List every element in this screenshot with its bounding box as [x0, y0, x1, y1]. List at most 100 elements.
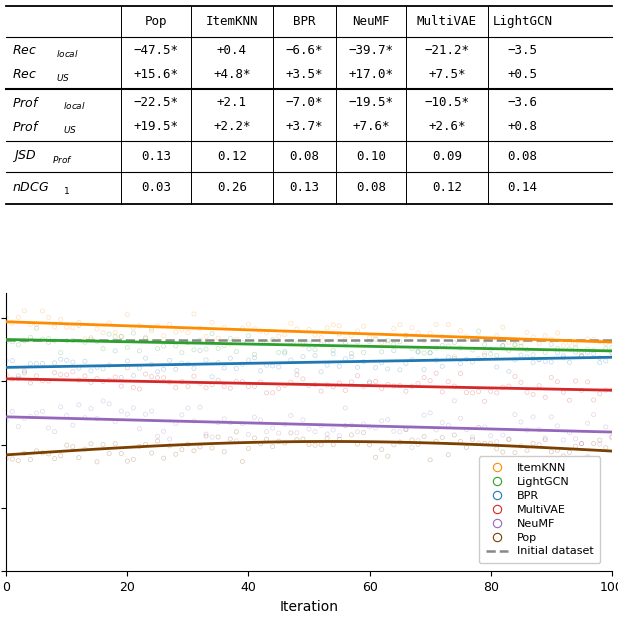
Point [92, 413, 102, 423]
Point [129, 323, 138, 333]
Point [419, 431, 429, 441]
Point [347, 430, 357, 440]
Point [528, 438, 538, 448]
Point [1, 416, 11, 426]
Point [304, 381, 314, 391]
Point [237, 323, 247, 333]
Point [607, 342, 617, 352]
Point [504, 366, 514, 376]
Point [68, 323, 78, 333]
Point [243, 382, 253, 392]
Point [455, 413, 465, 423]
Point [583, 334, 593, 344]
Point [195, 402, 205, 412]
Point [298, 352, 308, 362]
Point [365, 440, 375, 450]
Point [401, 359, 411, 369]
Point [250, 349, 260, 359]
Point [56, 369, 66, 379]
Point [104, 375, 114, 385]
Text: +17.0*: +17.0* [349, 68, 394, 81]
Point [480, 350, 489, 360]
Point [371, 330, 381, 340]
Text: +3.7*: +3.7* [286, 120, 323, 133]
Point [480, 422, 489, 432]
Point [455, 369, 465, 379]
Point [231, 377, 241, 387]
Point [468, 435, 478, 445]
Point [407, 323, 417, 333]
Point [213, 418, 223, 428]
Point [286, 318, 296, 328]
Point [56, 354, 66, 364]
Point [371, 363, 381, 373]
Point [165, 320, 175, 330]
Point [334, 329, 344, 339]
Text: −21.2*: −21.2* [425, 44, 469, 57]
Text: 0.08: 0.08 [356, 181, 386, 195]
Point [201, 332, 211, 342]
Point [401, 425, 411, 435]
Point [14, 373, 23, 383]
Point [135, 363, 145, 373]
Point [322, 433, 332, 443]
Point [570, 347, 580, 357]
Point [468, 357, 478, 367]
Point [455, 359, 465, 369]
Point [334, 378, 344, 388]
Point [449, 354, 459, 364]
Point [237, 377, 247, 387]
Point [395, 365, 405, 375]
Point [395, 427, 405, 437]
Point [165, 377, 175, 387]
Point [116, 332, 126, 342]
Point [322, 360, 332, 370]
Text: 0.08: 0.08 [507, 150, 538, 163]
Point [116, 381, 126, 391]
Point [237, 418, 247, 428]
Point [480, 340, 489, 350]
Point [395, 437, 405, 447]
Point [116, 372, 126, 382]
Point [438, 387, 447, 397]
Point [455, 343, 465, 353]
Point [431, 320, 441, 330]
Point [243, 331, 253, 341]
Point [492, 362, 502, 372]
Point [207, 372, 217, 382]
Point [595, 358, 604, 368]
Point [540, 433, 550, 443]
Point [226, 418, 235, 428]
Point [304, 344, 314, 354]
Point [601, 344, 611, 354]
Point [25, 455, 35, 465]
Point [540, 347, 550, 357]
Text: $\mathit{JSD}$: $\mathit{JSD}$ [12, 148, 37, 165]
Point [177, 445, 187, 455]
Point [395, 381, 405, 391]
Point [68, 335, 78, 345]
Point [268, 387, 277, 398]
Text: −3.6: −3.6 [507, 96, 538, 109]
Point [534, 354, 544, 364]
Text: $\mathit{US}$: $\mathit{US}$ [62, 124, 77, 135]
Point [358, 322, 368, 332]
Point [98, 328, 108, 338]
Point [171, 327, 180, 337]
Point [347, 331, 357, 341]
Point [389, 323, 399, 333]
Point [104, 329, 114, 339]
Point [44, 337, 54, 347]
Point [129, 382, 138, 392]
Point [159, 341, 169, 351]
Point [438, 433, 447, 443]
Point [189, 364, 199, 374]
Point [183, 337, 193, 347]
Point [104, 318, 114, 328]
Point [261, 360, 271, 370]
Point [201, 431, 211, 441]
Text: +7.5*: +7.5* [428, 68, 465, 81]
Point [171, 418, 180, 428]
Point [492, 444, 502, 454]
Point [201, 383, 211, 393]
